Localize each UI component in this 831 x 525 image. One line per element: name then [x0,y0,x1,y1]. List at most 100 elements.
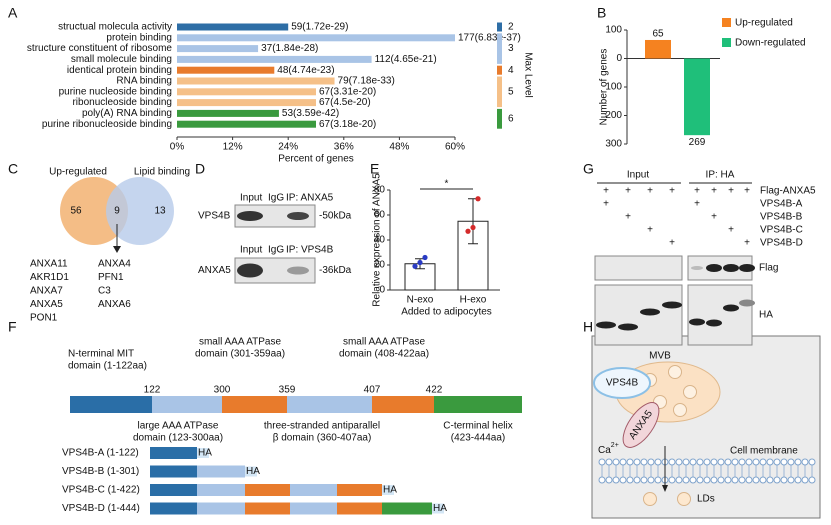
domain-segment [222,396,287,413]
lane-label: Input [240,245,262,256]
lds-label: LDs [697,494,715,505]
residue-number: 422 [426,385,443,396]
domain-label: C-terminal helix [443,421,512,432]
significance-mark: * [445,179,449,190]
lipid-head [675,476,683,484]
tag-box [382,485,394,495]
domain-label: three-stranded antiparallel [264,421,380,432]
gene-name: ANXA5 [30,299,63,310]
band [739,299,755,307]
residue-number: 407 [364,385,381,396]
lipid-head [724,476,732,484]
lipid-head [668,458,676,466]
band [287,212,309,220]
x-axis-label: Percent of genes [278,154,354,165]
bar [177,88,316,96]
set-count: 56 [70,206,82,217]
band [689,318,705,326]
plus-mark: + [711,186,717,197]
calcium-label: Ca2+ [598,442,619,456]
data-point [422,254,428,261]
plus-mark: + [647,225,653,236]
legend-label: 6 [508,113,514,124]
blot-frame [594,255,683,281]
lipid-head [640,476,648,484]
row-label: VPS4B-D [760,238,803,249]
y-axis-label: Number of genes [599,49,610,126]
lipid-head [801,458,809,466]
tag-box [245,466,257,477]
lipid-head [682,458,690,466]
venn-lipid [106,177,174,245]
legend-label: Down-regulated [735,38,806,49]
membrane-label: Cell membrane [730,446,798,457]
lipid-head [787,476,795,484]
panel-letter: B [597,5,606,21]
lipid-head [703,476,711,484]
data-point [475,196,481,202]
lipid-head [752,476,760,484]
band [237,263,263,278]
plus-mark: + [694,199,700,210]
lipid-head [612,476,620,484]
bar-label: 177(6.83e-37) [458,32,521,43]
category-label: structure constituent of ribosome [27,43,173,54]
construct-segment [245,502,290,515]
domain-segment [152,396,222,413]
domain-label: large AAA ATPase [138,421,219,432]
x-tick-label: 12% [223,142,243,153]
data-point [470,224,476,231]
lipid-head [696,476,704,484]
domain-label: domain (1-122aa) [68,361,147,372]
category-label: protein binding [106,32,172,43]
bar [177,23,289,31]
bar [177,77,335,85]
construct-segment [245,484,290,496]
lipid-head [605,458,613,466]
bar-label: 67(3.18e-20) [319,119,376,130]
lipid-head [654,476,662,484]
construct-segment [290,484,337,496]
data-point [465,228,471,234]
panel-letter: H [583,319,593,335]
y-axis-label: Relative expression of ANXA5 [372,173,383,307]
lipid-head [598,458,606,466]
bar [645,39,671,59]
blot-label: HA [759,310,773,321]
legend-swatch [497,65,502,75]
lipid-head [731,476,739,484]
gene-name: ANXA4 [98,259,131,270]
band [237,211,263,221]
plus-mark: + [603,199,609,210]
band [640,308,660,316]
construct-label: VPS4B-D (1-444) [62,503,140,514]
lane-label: IgG [268,245,284,256]
value-label: 269 [689,137,706,148]
band [691,266,703,270]
band [618,323,638,331]
domain-label: domain (123-300aa) [133,433,223,444]
domain-label: small AAA ATPase [343,337,426,348]
lipid-head [731,458,739,466]
construct-label: VPS4B-A (1-122) [62,448,139,459]
lipid-head [724,458,732,466]
tag-label: HA [246,466,260,477]
bar [177,55,372,63]
domain-label: N-terminal MIT [68,349,134,360]
bar [177,120,316,128]
row-label: VPS4B-C [760,225,803,236]
domain-label: domain (301-359aa) [195,349,285,360]
anxa5 [622,402,660,448]
bar [177,99,316,107]
gene-name: AKR1D1 [30,272,69,283]
legend-swatch [722,18,731,27]
plus-mark: + [728,225,734,236]
band [662,301,682,309]
bar-label: 53(3.59e-42) [282,108,339,119]
domain-label: (423-444aa) [451,433,505,444]
lipid-head [647,458,655,466]
legend-label: 2 [508,22,514,33]
lipid-head [689,458,697,466]
legend-title: Max Level [522,52,533,98]
